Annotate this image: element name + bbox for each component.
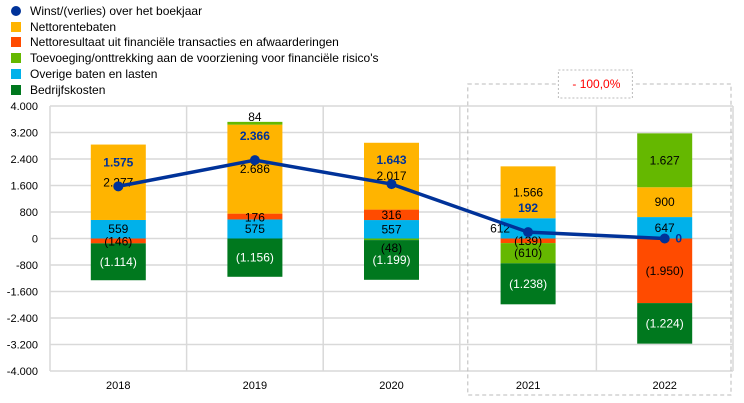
data-label: (1.950) xyxy=(646,264,684,278)
data-label: 316 xyxy=(381,208,401,222)
data-label: (610) xyxy=(514,246,542,260)
y-tick-label: 800 xyxy=(20,207,38,219)
data-label: 1.566 xyxy=(513,185,543,199)
bar-segment xyxy=(227,238,283,277)
data-label: (146) xyxy=(104,234,132,248)
legend-marker xyxy=(11,53,21,64)
y-tick-label: 2.400 xyxy=(10,154,38,166)
data-label: 2.017 xyxy=(376,169,406,183)
x-tick-label: 2018 xyxy=(106,380,130,392)
data-label: (1.199) xyxy=(372,253,410,267)
data-label: (1.224) xyxy=(646,316,684,330)
profit-label: 1.575 xyxy=(103,155,133,169)
y-tick-label: 0 xyxy=(32,234,38,246)
legend-label: Nettoresultaat uit financiële transactie… xyxy=(30,35,339,50)
legend-item-provision: Toevoeging/onttrekking aan de voorzienin… xyxy=(8,50,379,66)
bar-segment xyxy=(227,121,283,125)
legend-label: Toevoeging/onttrekking aan de voorzienin… xyxy=(30,51,379,66)
bar-segment xyxy=(500,166,556,219)
data-label: (1.238) xyxy=(509,277,547,291)
bar-segment xyxy=(227,219,283,239)
y-tick-label: -1.600 xyxy=(7,287,38,299)
bar-segment xyxy=(364,220,419,239)
data-label: (48) xyxy=(381,241,402,255)
legend-marker xyxy=(11,84,21,95)
data-label: (1.114) xyxy=(100,255,137,269)
bar-segment xyxy=(364,209,419,221)
profit-point xyxy=(659,233,670,244)
legend-item-interest: Nettorentebaten xyxy=(8,19,379,35)
bar-segment xyxy=(364,238,419,241)
data-label: (1.156) xyxy=(236,251,274,265)
profit-label: 0 xyxy=(675,232,682,246)
x-tick-label: 2019 xyxy=(243,380,267,392)
profit-point xyxy=(523,227,534,238)
bar-segment xyxy=(90,219,146,239)
legend: Winst/(verlies) over het boekjaar Nettor… xyxy=(8,3,379,98)
legend-label: Overige baten en lasten xyxy=(30,67,158,82)
data-label: 84 xyxy=(248,110,262,124)
y-tick-label: -3.200 xyxy=(7,340,38,352)
data-label: (139) xyxy=(514,234,542,248)
data-label: 559 xyxy=(108,222,128,236)
bar-segment xyxy=(500,243,556,264)
bar-segment xyxy=(637,238,693,304)
data-label: 176 xyxy=(245,211,265,225)
bar-segment xyxy=(500,238,556,244)
y-tick-label: -800 xyxy=(16,260,38,272)
profit-point xyxy=(113,181,124,192)
data-label: 2.686 xyxy=(240,162,270,176)
profit-label: 2.366 xyxy=(240,129,270,143)
data-label: 575 xyxy=(245,222,265,236)
bar-segment xyxy=(227,213,283,220)
y-tick-label: 1.600 xyxy=(10,181,38,193)
y-tick-label: 3.200 xyxy=(10,128,38,140)
bar-segment xyxy=(637,133,693,188)
bar-segment xyxy=(90,238,146,244)
legend-label: Winst/(verlies) over het boekjaar xyxy=(30,3,203,18)
legend-marker xyxy=(11,69,21,80)
y-tick-label: 4.000 xyxy=(10,101,38,113)
x-tick-label: 2021 xyxy=(516,380,540,392)
legend-marker xyxy=(11,5,21,16)
bar-segment xyxy=(637,303,693,344)
profit-point xyxy=(249,155,260,166)
bar-segment xyxy=(637,187,693,218)
x-tick-label: 2022 xyxy=(652,380,676,392)
profit-label: 192 xyxy=(518,201,538,215)
data-label: 900 xyxy=(655,195,675,209)
bar-segment xyxy=(364,142,419,210)
legend-item-costs: Bedrijfskosten xyxy=(8,82,379,98)
data-label: 1.627 xyxy=(650,153,680,167)
legend-marker xyxy=(11,21,21,32)
legend-marker xyxy=(11,37,21,48)
legend-item-other: Overige baten en lasten xyxy=(8,66,379,82)
annotation-label: - 100,0% xyxy=(572,77,620,91)
legend-label: Bedrijfskosten xyxy=(30,82,106,97)
y-tick-label: -2.400 xyxy=(7,313,38,325)
bar-segment xyxy=(637,217,693,239)
bar-segment xyxy=(227,124,283,214)
y-tick-label: -4.000 xyxy=(7,366,38,378)
data-label: 557 xyxy=(381,222,401,236)
legend-item-profit: Winst/(verlies) over het boekjaar xyxy=(8,3,379,19)
annotation-label-box xyxy=(557,69,633,99)
x-tick-label: 2020 xyxy=(379,380,403,392)
bar-segment xyxy=(90,243,146,281)
profit-point xyxy=(386,179,397,190)
legend-label: Nettorentebaten xyxy=(30,19,117,34)
bar-segment xyxy=(500,263,556,305)
data-label: 647 xyxy=(655,221,675,235)
legend-item-financial: Nettoresultaat uit financiële transactie… xyxy=(8,35,379,51)
bar-segment xyxy=(364,240,419,280)
profit-label: 1.643 xyxy=(376,153,406,167)
